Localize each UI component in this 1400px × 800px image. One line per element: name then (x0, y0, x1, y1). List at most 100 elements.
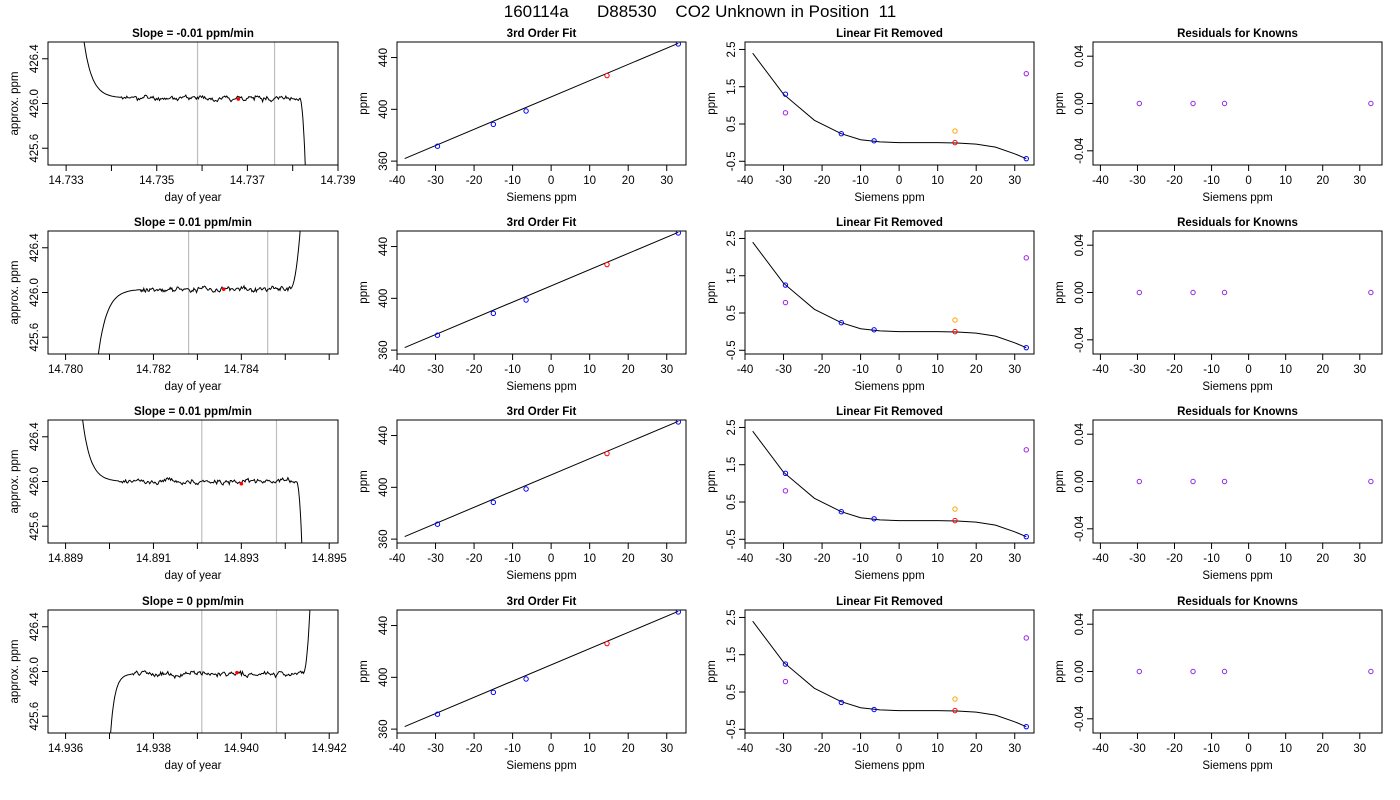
data-point (490, 689, 497, 696)
data-point (434, 143, 441, 149)
y-tick-label: -0.04 (1074, 705, 1086, 732)
data-point (1368, 668, 1374, 675)
x-tick-label: 0 (548, 743, 554, 755)
y-axis-label: approx. ppm (9, 450, 21, 514)
x-tick-label: 10 (583, 743, 596, 755)
data-point (1221, 289, 1228, 296)
y-tick-label: 0.00 (1074, 281, 1086, 303)
chart-panel-r1-linres: Linear Fit Removed -40 -30 -20 -10 0 10 20 30 -0.… (706, 28, 1035, 204)
y-tick-label: -0.5 (726, 151, 738, 171)
y-tick-label: 440 (378, 48, 390, 67)
x-tick-label: -40 (737, 743, 754, 755)
x-tick-label: -20 (814, 175, 831, 187)
data-point (604, 640, 610, 647)
fit-line (404, 610, 679, 727)
x-tick-label: 0 (1245, 175, 1251, 187)
x-tick-label: -40 (389, 553, 406, 565)
y-tick-label: 2.5 (726, 419, 738, 435)
x-tick-label: 14.938 (136, 743, 171, 755)
data-point (604, 450, 610, 457)
x-tick-label: 10 (1279, 364, 1292, 376)
x-tick-label: -10 (1203, 553, 1220, 565)
plot-frame (396, 41, 687, 166)
data-point (871, 327, 877, 333)
data-point (952, 707, 958, 714)
x-tick-label: -40 (1092, 743, 1109, 755)
y-tick-label: 1.5 (726, 79, 738, 95)
plot-frame (1092, 419, 1383, 544)
data-point (782, 282, 789, 288)
data-point (1368, 100, 1374, 107)
x-tick-label: 20 (622, 553, 635, 565)
plot-frame (47, 41, 339, 166)
x-axis-label: Siemens ppm (506, 381, 576, 393)
y-tick-label: 360 (378, 341, 390, 360)
panel-title: Slope = 0.01 ppm/min (134, 406, 252, 418)
x-axis-label: Siemens ppm (506, 570, 576, 582)
x-tick-label: -10 (504, 553, 521, 565)
x-tick-label: 0 (896, 553, 902, 565)
y-tick-label: 0.00 (1074, 470, 1086, 492)
data-point (952, 517, 958, 524)
x-tick-label: -20 (1166, 364, 1183, 376)
fit-curve (752, 52, 1027, 160)
data-point (523, 108, 529, 114)
data-point (838, 508, 845, 515)
data-point (604, 72, 610, 79)
chart-panel-r4-time: Slope = 0 ppm/min 14.936 14.938 14.940 14.94… (9, 596, 347, 772)
x-tick-label: -10 (852, 175, 869, 187)
x-axis-label: Siemens ppm (1202, 760, 1272, 772)
data-point (1023, 533, 1029, 540)
data-point (952, 328, 958, 335)
x-tick-label: -30 (1129, 175, 1146, 187)
y-tick-label: 1.5 (726, 647, 738, 663)
x-tick-label: 10 (583, 364, 596, 376)
data-point (1023, 155, 1029, 162)
x-tick-label: -10 (1203, 743, 1220, 755)
y-axis-label: ppm (706, 470, 718, 492)
x-tick-label: -30 (427, 743, 444, 755)
plot-frame (744, 41, 1035, 166)
x-tick-label: 10 (931, 743, 944, 755)
fit-curve (752, 430, 1027, 538)
chart-panel-r4-fit: 3rd Order Fit -40 -30 -20 -10 0 10 20 30 360 400 44… (358, 596, 687, 772)
mean-marker (235, 670, 239, 675)
y-tick-label: 2.5 (726, 609, 738, 625)
x-axis-label: Siemens ppm (506, 192, 576, 204)
x-tick-label: -30 (775, 175, 792, 187)
x-tick-label: 0 (548, 364, 554, 376)
plot-frame (1092, 41, 1383, 166)
data-point (871, 516, 877, 522)
y-tick-label: 400 (378, 668, 390, 687)
y-tick-label: 2.5 (726, 41, 738, 57)
x-tick-label: 30 (1353, 743, 1366, 755)
data-point (782, 299, 789, 306)
chart-panel-r2-resid: Residuals for Knowns -40 -30 -20 -10 0 10 20 30 -… (1054, 217, 1383, 393)
y-axis-label: ppm (706, 660, 718, 682)
data-point (1190, 100, 1196, 107)
data-point (490, 121, 497, 128)
y-axis-label: approx. ppm (9, 261, 21, 325)
x-tick-label: 10 (931, 553, 944, 565)
data-point (523, 486, 529, 492)
panel-title: 3rd Order Fit (507, 406, 577, 418)
chart-panel-r3-linres: Linear Fit Removed -40 -30 -20 -10 0 10 20 30 -0.… (706, 406, 1035, 582)
x-tick-label: 30 (660, 743, 673, 755)
x-tick-label: -30 (1129, 364, 1146, 376)
y-tick-label: -0.04 (1074, 326, 1086, 353)
x-tick-label: 14.940 (224, 743, 259, 755)
data-point (1190, 478, 1196, 485)
x-tick-label: 10 (1279, 743, 1292, 755)
y-tick-label: -0.5 (726, 340, 738, 360)
x-tick-label: 14.895 (312, 553, 347, 565)
x-tick-label: 14.942 (312, 743, 347, 755)
panel-title: Linear Fit Removed (836, 406, 943, 418)
y-tick-label: 0.00 (1074, 660, 1086, 682)
data-point (1023, 70, 1029, 77)
x-tick-label: 0 (548, 553, 554, 565)
y-tick-label: 0.5 (726, 305, 738, 321)
x-tick-label: 14.889 (48, 553, 83, 565)
y-tick-label: 440 (378, 237, 390, 256)
mean-marker (236, 97, 241, 101)
panel-title: 3rd Order Fit (507, 217, 577, 229)
